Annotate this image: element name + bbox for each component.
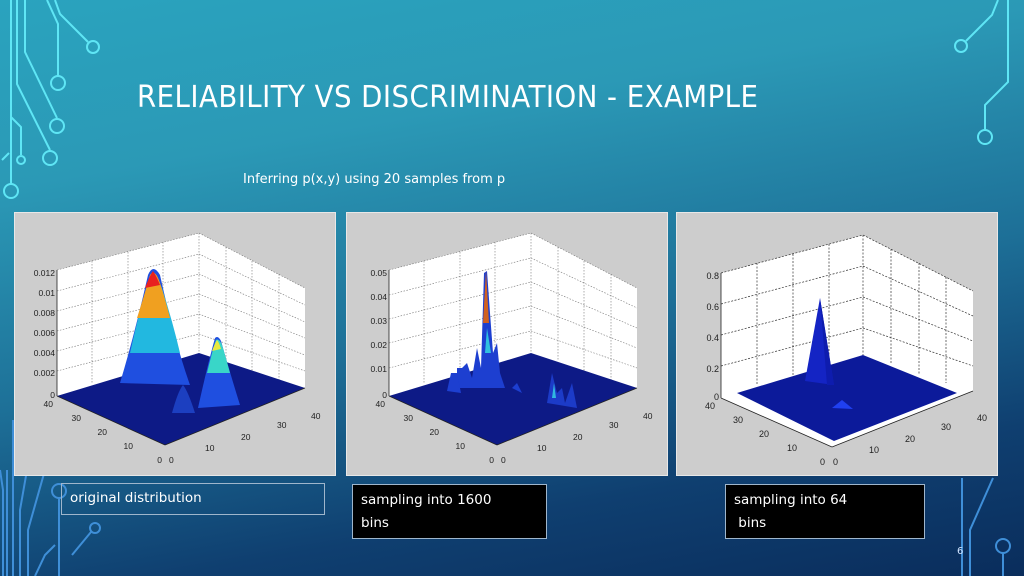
svg-text:0.04: 0.04 xyxy=(370,292,387,302)
svg-text:20: 20 xyxy=(905,434,915,444)
svg-text:0.4: 0.4 xyxy=(706,333,719,343)
svg-text:0.002: 0.002 xyxy=(34,368,56,378)
svg-text:0: 0 xyxy=(157,455,162,465)
svg-text:20: 20 xyxy=(759,429,769,439)
svg-text:0.01: 0.01 xyxy=(38,288,55,298)
caption-text: original distribution xyxy=(70,490,202,506)
svg-text:0.012: 0.012 xyxy=(34,268,56,278)
caption-text-line1: sampling into 1600 xyxy=(361,492,492,508)
svg-text:40: 40 xyxy=(44,399,54,409)
svg-text:10: 10 xyxy=(456,441,466,451)
svg-text:10: 10 xyxy=(205,443,215,453)
svg-text:40: 40 xyxy=(376,399,386,409)
svg-text:0: 0 xyxy=(50,390,55,400)
svg-text:0: 0 xyxy=(820,457,825,467)
svg-text:40: 40 xyxy=(705,401,715,411)
svg-text:40: 40 xyxy=(977,413,987,423)
svg-text:0.006: 0.006 xyxy=(34,328,56,338)
svg-text:0.6: 0.6 xyxy=(706,302,719,312)
svg-text:30: 30 xyxy=(733,415,743,425)
caption-sampling-64-bins: sampling into 64 bins xyxy=(725,484,925,539)
caption-original-distribution: original distribution xyxy=(61,483,325,515)
svg-text:20: 20 xyxy=(98,427,108,437)
svg-text:0: 0 xyxy=(714,392,719,402)
svg-text:30: 30 xyxy=(277,420,287,430)
svg-text:40: 40 xyxy=(643,411,653,421)
slide-subtitle: Inferring p(x,y) using 20 samples from p xyxy=(243,172,506,187)
chart-original-distribution: 0.012 0.01 0.008 0.006 0.004 0.002 0 40 … xyxy=(14,212,336,476)
caption-text-line1: sampling into 64 xyxy=(734,492,848,508)
svg-text:0.03: 0.03 xyxy=(370,316,387,326)
svg-text:30: 30 xyxy=(609,420,619,430)
caption-sampling-1600-bins: sampling into 1600 bins xyxy=(352,484,547,539)
svg-text:0.8: 0.8 xyxy=(706,271,719,281)
svg-text:0: 0 xyxy=(382,390,387,400)
svg-text:40: 40 xyxy=(311,411,321,421)
caption-text-line2: bins xyxy=(734,515,767,531)
svg-text:30: 30 xyxy=(72,413,82,423)
page-number: 6 xyxy=(957,546,964,557)
svg-text:0.2: 0.2 xyxy=(706,364,719,374)
slide-title: RELIABILITY VS DISCRIMINATION - EXAMPLE xyxy=(137,80,759,115)
svg-text:10: 10 xyxy=(537,443,547,453)
svg-text:10: 10 xyxy=(787,443,797,453)
svg-text:30: 30 xyxy=(941,422,951,432)
svg-text:0.004: 0.004 xyxy=(34,348,56,358)
chart-sampling-1600-bins: 0.05 0.04 0.03 0.02 0.01 0 40 30 20 10 0… xyxy=(346,212,668,476)
svg-text:0.008: 0.008 xyxy=(34,308,56,318)
svg-text:0: 0 xyxy=(501,455,506,465)
chart-sampling-64-bins: 0.8 0.6 0.4 0.2 0 40 30 20 10 0 0 10 20 … xyxy=(676,212,998,476)
svg-text:10: 10 xyxy=(869,445,879,455)
svg-text:20: 20 xyxy=(573,432,583,442)
svg-text:0.02: 0.02 xyxy=(370,340,387,350)
svg-text:0.05: 0.05 xyxy=(370,268,387,278)
svg-text:30: 30 xyxy=(404,413,414,423)
svg-text:0: 0 xyxy=(489,455,494,465)
svg-text:20: 20 xyxy=(430,427,440,437)
svg-text:10: 10 xyxy=(124,441,134,451)
caption-text-line2: bins xyxy=(361,515,389,531)
svg-text:20: 20 xyxy=(241,432,251,442)
svg-text:0: 0 xyxy=(169,455,174,465)
svg-text:0: 0 xyxy=(833,457,838,467)
svg-text:0.01: 0.01 xyxy=(370,364,387,374)
